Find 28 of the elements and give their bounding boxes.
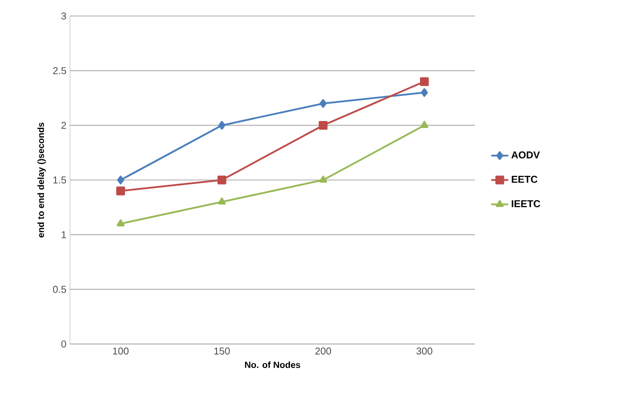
y-tick-label: 1 [62,231,66,238]
y-tick-label: 3 [61,12,66,20]
point [217,176,226,184]
point [420,77,429,86]
y-tick-label: 0.5 [53,286,66,293]
point [420,88,428,97]
x-axis-title: No. of Nodes [245,361,300,368]
x-tick-label: 150 [214,348,230,355]
point [319,176,328,183]
y-tick-label: 0 [61,340,66,348]
x-tick-label: 300 [416,348,432,355]
y-tick-label: 2.5 [53,67,66,74]
x-tick-label: 100 [113,348,129,355]
point [320,99,327,108]
legend-label: EETC [512,176,538,183]
point [318,120,328,130]
point [116,186,126,196]
y-axis-title: end to end delay ()seconds [37,122,46,238]
x-tick-label: 200 [315,348,332,355]
y-tick-label: 1.5 [53,176,66,184]
y-tick-label: 2 [61,122,66,129]
point [116,219,125,226]
point [218,120,226,130]
legend-label: IEETC [512,200,540,208]
point [420,120,428,128]
point [117,176,124,184]
legend-label: AODV [511,151,540,158]
point [218,197,226,205]
